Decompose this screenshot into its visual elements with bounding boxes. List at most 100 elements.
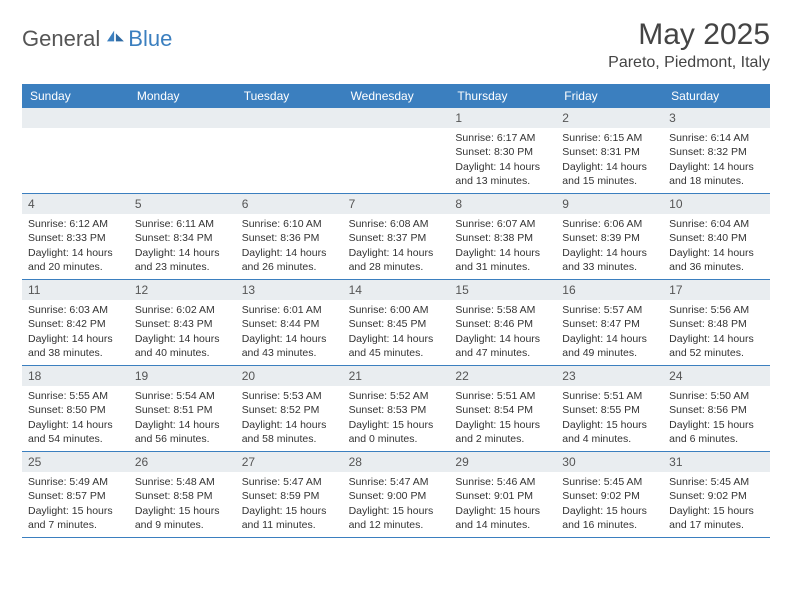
calendar-cell: 26Sunrise: 5:48 AMSunset: 8:58 PMDayligh… [129, 452, 236, 538]
day-body: Sunrise: 6:15 AMSunset: 8:31 PMDaylight:… [556, 131, 663, 188]
sunrise-line: Sunrise: 5:51 AM [455, 389, 550, 403]
day-body: Sunrise: 5:51 AMSunset: 8:55 PMDaylight:… [556, 389, 663, 446]
sunset-line: Sunset: 9:00 PM [349, 489, 444, 503]
calendar-cell-empty [236, 108, 343, 194]
daylight-line: Daylight: 14 hours and 56 minutes. [135, 418, 230, 446]
sunset-line: Sunset: 8:50 PM [28, 403, 123, 417]
day-number: 31 [663, 452, 770, 472]
calendar-cell: 20Sunrise: 5:53 AMSunset: 8:52 PMDayligh… [236, 366, 343, 452]
sails-icon [104, 28, 126, 44]
day-body: Sunrise: 6:06 AMSunset: 8:39 PMDaylight:… [556, 217, 663, 274]
daylight-line: Daylight: 14 hours and 43 minutes. [242, 332, 337, 360]
calendar-cell: 31 Sunrise: 5:45 AMSunset: 9:02 PMDayligh… [663, 452, 770, 538]
weekday-header: Wednesday [343, 84, 450, 108]
sunrise-line: Sunrise: 6:01 AM [242, 303, 337, 317]
calendar-cell: 7Sunrise: 6:08 AMSunset: 8:37 PMDaylight… [343, 194, 450, 280]
sunset-line: Sunset: 8:39 PM [562, 231, 657, 245]
sunrise-line: Sunrise: 6:02 AM [135, 303, 230, 317]
weekday-header: Thursday [449, 84, 556, 108]
day-number: 6 [236, 194, 343, 214]
day-number: 25 [22, 452, 129, 472]
brand-part1: General [22, 26, 100, 52]
day-body: Sunrise: 5:45 AMSunset: 9:02 PMDaylight:… [663, 475, 770, 532]
daylight-line: Daylight: 15 hours and 4 minutes. [562, 418, 657, 446]
sunrise-line: Sunrise: 5:47 AM [242, 475, 337, 489]
sunset-line: Sunset: 8:52 PM [242, 403, 337, 417]
day-number: 22 [449, 366, 556, 386]
weekday-header: Friday [556, 84, 663, 108]
sunrise-line: Sunrise: 5:49 AM [28, 475, 123, 489]
sunset-line: Sunset: 8:33 PM [28, 231, 123, 245]
calendar-cell: 11Sunrise: 6:03 AMSunset: 8:42 PMDayligh… [22, 280, 129, 366]
sunrise-line: Sunrise: 6:12 AM [28, 217, 123, 231]
day-body: Sunrise: 5:54 AMSunset: 8:51 PMDaylight:… [129, 389, 236, 446]
daylight-line: Daylight: 14 hours and 38 minutes. [28, 332, 123, 360]
day-number: 23 [556, 366, 663, 386]
title-block: May 2025 Pareto, Piedmont, Italy [608, 18, 770, 72]
daylight-line: Daylight: 14 hours and 47 minutes. [455, 332, 550, 360]
day-body: Sunrise: 5:51 AMSunset: 8:54 PMDaylight:… [449, 389, 556, 446]
calendar-cell: 2 Sunrise: 6:15 AMSunset: 8:31 PMDaylight… [556, 108, 663, 194]
daylight-line: Daylight: 14 hours and 54 minutes. [28, 418, 123, 446]
day-body: Sunrise: 6:03 AMSunset: 8:42 PMDaylight:… [22, 303, 129, 360]
day-number: 18 [22, 366, 129, 386]
day-number [129, 108, 236, 128]
daylight-line: Daylight: 15 hours and 11 minutes. [242, 504, 337, 532]
day-number: 8 [449, 194, 556, 214]
day-body: Sunrise: 6:02 AMSunset: 8:43 PMDaylight:… [129, 303, 236, 360]
day-number: 14 [343, 280, 450, 300]
sunset-line: Sunset: 8:38 PM [455, 231, 550, 245]
sunrise-line: Sunrise: 5:48 AM [135, 475, 230, 489]
sunrise-line: Sunrise: 6:00 AM [349, 303, 444, 317]
sunset-line: Sunset: 8:46 PM [455, 317, 550, 331]
weekday-header: Saturday [663, 84, 770, 108]
sunrise-line: Sunrise: 6:14 AM [669, 131, 764, 145]
sunset-line: Sunset: 8:34 PM [135, 231, 230, 245]
sunset-line: Sunset: 8:31 PM [562, 145, 657, 159]
calendar-cell: 16Sunrise: 5:57 AMSunset: 8:47 PMDayligh… [556, 280, 663, 366]
day-number: 13 [236, 280, 343, 300]
daylight-line: Daylight: 15 hours and 14 minutes. [455, 504, 550, 532]
day-body: Sunrise: 5:50 AMSunset: 8:56 PMDaylight:… [663, 389, 770, 446]
day-number [343, 108, 450, 128]
sunrise-line: Sunrise: 5:57 AM [562, 303, 657, 317]
day-number: 9 [556, 194, 663, 214]
calendar-cell: 24Sunrise: 5:50 AMSunset: 8:56 PMDayligh… [663, 366, 770, 452]
day-body: Sunrise: 5:58 AMSunset: 8:46 PMDaylight:… [449, 303, 556, 360]
sunset-line: Sunset: 8:45 PM [349, 317, 444, 331]
day-number: 1 [449, 108, 556, 128]
location-line: Pareto, Piedmont, Italy [608, 54, 770, 72]
calendar-cell: 15Sunrise: 5:58 AMSunset: 8:46 PMDayligh… [449, 280, 556, 366]
sunrise-line: Sunrise: 5:45 AM [669, 475, 764, 489]
sunrise-line: Sunrise: 6:10 AM [242, 217, 337, 231]
daylight-line: Daylight: 15 hours and 0 minutes. [349, 418, 444, 446]
daylight-line: Daylight: 14 hours and 18 minutes. [669, 160, 764, 188]
day-body: Sunrise: 6:10 AMSunset: 8:36 PMDaylight:… [236, 217, 343, 274]
sunset-line: Sunset: 8:37 PM [349, 231, 444, 245]
calendar-cell: 6 Sunrise: 6:10 AMSunset: 8:36 PMDaylight… [236, 194, 343, 280]
day-body: Sunrise: 5:49 AMSunset: 8:57 PMDaylight:… [22, 475, 129, 532]
sunset-line: Sunset: 8:57 PM [28, 489, 123, 503]
sunset-line: Sunset: 8:47 PM [562, 317, 657, 331]
day-body: Sunrise: 5:55 AMSunset: 8:50 PMDaylight:… [22, 389, 129, 446]
calendar-cell: 25 Sunrise: 5:49 AMSunset: 8:57 PMDayligh… [22, 452, 129, 538]
calendar-cell: 12Sunrise: 6:02 AMSunset: 8:43 PMDayligh… [129, 280, 236, 366]
day-body: Sunrise: 6:07 AMSunset: 8:38 PMDaylight:… [449, 217, 556, 274]
daylight-line: Daylight: 14 hours and 31 minutes. [455, 246, 550, 274]
calendar-cell: 5Sunrise: 6:11 AMSunset: 8:34 PMDaylight… [129, 194, 236, 280]
day-number: 30 [556, 452, 663, 472]
sunset-line: Sunset: 8:40 PM [669, 231, 764, 245]
sunrise-line: Sunrise: 5:47 AM [349, 475, 444, 489]
sunrise-line: Sunrise: 5:58 AM [455, 303, 550, 317]
day-body: Sunrise: 5:45 AMSunset: 9:02 PMDaylight:… [556, 475, 663, 532]
calendar-cell: 10Sunrise: 6:04 AMSunset: 8:40 PMDayligh… [663, 194, 770, 280]
sunset-line: Sunset: 8:48 PM [669, 317, 764, 331]
sunrise-line: Sunrise: 5:51 AM [562, 389, 657, 403]
sunrise-line: Sunrise: 5:56 AM [669, 303, 764, 317]
weekday-header: Sunday [22, 84, 129, 108]
day-number: 27 [236, 452, 343, 472]
calendar-cell-empty [22, 108, 129, 194]
calendar-cell: 8 Sunrise: 6:07 AMSunset: 8:38 PMDaylight… [449, 194, 556, 280]
calendar-cell: 13Sunrise: 6:01 AMSunset: 8:44 PMDayligh… [236, 280, 343, 366]
day-number: 2 [556, 108, 663, 128]
